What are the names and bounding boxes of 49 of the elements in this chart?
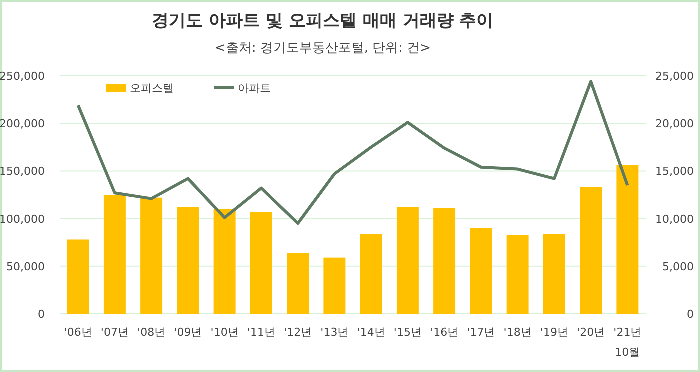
- x-tick-label: '17년: [467, 326, 496, 339]
- chart-title: 경기도 아파트 및 오피스텔 매매 거래량 추이: [152, 11, 494, 31]
- y-tick-label: 250,000: [0, 70, 45, 83]
- bar: [580, 187, 602, 314]
- x-tick-label: '08년: [138, 326, 166, 339]
- y2-tick-label: 10,000: [656, 212, 694, 226]
- y2-tick-label: 15,000: [656, 165, 694, 178]
- x-tick-label: '21년 10월: [614, 326, 642, 359]
- y2-tick-label: 0: [687, 308, 694, 321]
- bar: [67, 240, 90, 314]
- y-tick-label: 50,000: [6, 260, 45, 274]
- y2-tick-label: 20,000: [656, 118, 694, 131]
- y-tick-label: 0: [38, 308, 45, 321]
- x-tick-label: '16년: [430, 326, 459, 339]
- y-tick-label: 150,000: [0, 165, 45, 178]
- x-tick-label: '14년: [357, 326, 386, 339]
- bar: [104, 195, 126, 314]
- y-tick-label: 200,000: [0, 118, 45, 131]
- bar: [140, 198, 163, 314]
- x-tick-label: '10년: [210, 326, 239, 339]
- bar: [396, 207, 419, 314]
- bar: [250, 212, 272, 314]
- bar: [177, 207, 200, 314]
- y-tick-label: 100,000: [0, 212, 45, 226]
- x-tick-label: '11년: [247, 326, 276, 339]
- chart-subtitle: <출처: 경기도부동산포털, 단위: 건>: [214, 41, 432, 56]
- x-tick-label: '06년: [64, 326, 92, 339]
- y2-tick-label: 25,000: [656, 70, 694, 83]
- bar: [434, 208, 456, 314]
- legend-label: 아파트: [238, 82, 271, 95]
- bar: [616, 165, 639, 314]
- x-tick-label: '07년: [100, 326, 129, 339]
- x-tick-label: '20년: [577, 326, 606, 339]
- x-tick-label: '15년: [394, 326, 422, 339]
- legend-label: 오피스텔: [130, 82, 174, 95]
- x-tick-label: '12년: [284, 326, 312, 339]
- x-tick-label: '13년: [320, 326, 349, 339]
- bar: [360, 234, 382, 314]
- x-tick-label: '09년: [174, 326, 202, 339]
- bar: [214, 209, 236, 314]
- bar: [543, 234, 566, 314]
- bar: [324, 258, 346, 314]
- bar: [506, 234, 529, 314]
- x-tick-label: '19년: [540, 326, 568, 339]
- x-tick-label: '18년: [504, 326, 532, 339]
- line-series: [76, 80, 630, 226]
- y2-tick-label: 5,000: [662, 260, 694, 274]
- bar: [287, 253, 310, 314]
- bar: [470, 228, 492, 314]
